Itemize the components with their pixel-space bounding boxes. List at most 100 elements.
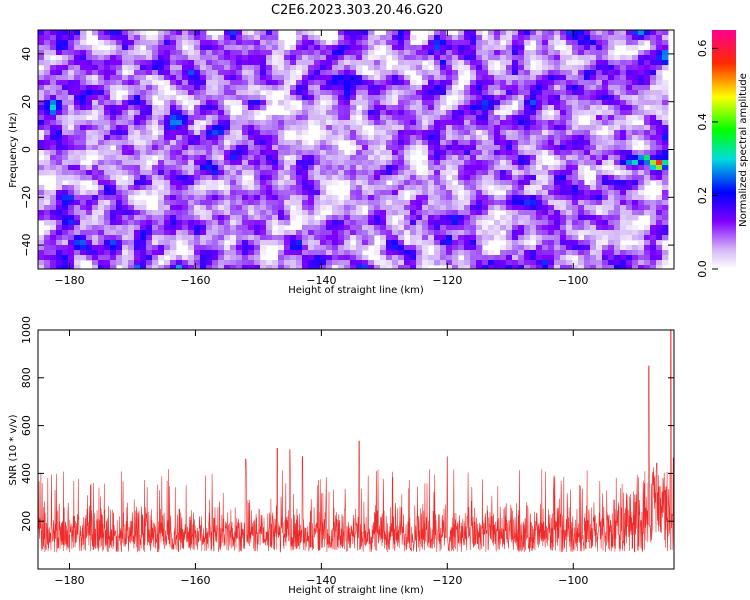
spectrogram-cell [572, 210, 579, 216]
spectrogram-cell [80, 195, 87, 201]
spectrogram-cell [482, 195, 489, 201]
spectrogram-cell [356, 145, 363, 151]
spectrogram-cell [86, 135, 93, 141]
spectrogram-cell [470, 90, 477, 96]
spectrogram-cell [560, 90, 567, 96]
spectrogram-cell [434, 190, 441, 196]
spectrogram-cell [290, 60, 297, 66]
spectrogram-cell [242, 105, 249, 111]
spectrogram-cell [572, 175, 579, 181]
spectrogram-cell [512, 140, 519, 146]
spectrogram-cell [572, 250, 579, 256]
spectrogram-cell [554, 140, 561, 146]
spectrogram-cell [470, 165, 477, 171]
spectrogram-cell [122, 65, 129, 71]
spectrogram-cell [524, 220, 531, 226]
spectrogram-cell [560, 145, 567, 151]
spectrogram-cell [416, 265, 423, 269]
spectrogram-cell [632, 225, 639, 231]
spectrogram-cell [230, 95, 237, 101]
spectrogram-cell [560, 230, 567, 236]
spectrogram-cell [182, 95, 189, 101]
spectrogram-cell [404, 260, 411, 266]
spectrogram-cell [404, 130, 411, 136]
spectrogram-cell [146, 220, 153, 226]
spectrogram-cell [500, 50, 507, 56]
spectrogram-cell [62, 130, 69, 136]
spectrogram-cell [320, 85, 327, 91]
spectrogram-cell [122, 215, 129, 221]
spectrogram-cell [152, 185, 159, 191]
spectrogram-cell [320, 185, 327, 191]
spectrogram-cell [392, 140, 399, 146]
spectrogram-cell [344, 110, 351, 116]
spectrogram-cell [158, 85, 165, 91]
spectrogram-cell [452, 185, 459, 191]
spectrogram-cell [524, 110, 531, 116]
spectrogram-cell [212, 50, 219, 56]
spectrogram-cell [416, 215, 423, 221]
spectrogram-cell [602, 195, 609, 201]
spectrogram-cell [632, 65, 639, 71]
spectrogram-cell [416, 210, 423, 216]
spectrogram-cell [578, 185, 585, 191]
spectrogram-cell [494, 100, 501, 106]
spectrogram-cell [242, 195, 249, 201]
spectrogram-cell [44, 65, 51, 71]
spectrogram-cell [368, 140, 375, 146]
spectrogram-cell [470, 215, 477, 221]
spectrogram-cell [248, 125, 255, 131]
spectrogram-cell [662, 225, 669, 231]
spectrogram-cell [206, 170, 213, 176]
spectrogram-cell [260, 105, 267, 111]
spectrogram-cell [524, 190, 531, 196]
spectrogram-cell [98, 185, 105, 191]
spectrogram-cell [284, 115, 291, 121]
spectrogram-cell [320, 105, 327, 111]
spectrogram-cell [530, 145, 537, 151]
spectrogram-cell [80, 45, 87, 51]
spectrogram-cell [410, 55, 417, 61]
spectrogram-cell [170, 240, 177, 246]
spectrogram-cell [50, 240, 57, 246]
spectrogram-cell [194, 30, 201, 36]
spectrogram-cell [68, 235, 75, 241]
spectrogram-cell [590, 120, 597, 126]
spectrogram-cell [530, 75, 537, 81]
spectrogram-cell [608, 45, 615, 51]
spectrogram-cell [212, 185, 219, 191]
spectrogram-cell [464, 225, 471, 231]
spectrogram-cell [194, 225, 201, 231]
spectrogram-cell [92, 185, 99, 191]
spectrogram-cell [494, 195, 501, 201]
spectrogram-cell [422, 120, 429, 126]
spectrogram-cell [80, 225, 87, 231]
spectrogram-cell [512, 90, 519, 96]
spectrogram-cell [254, 95, 261, 101]
spectrogram-cell [98, 55, 105, 61]
spectrogram-cell [404, 265, 411, 269]
spectrogram-cell [326, 265, 333, 269]
spectrogram-cell [200, 250, 207, 256]
spectrogram-cell [476, 170, 483, 176]
spectrogram-cell [428, 205, 435, 211]
spectrogram-cell [398, 215, 405, 221]
spectrogram-cell [320, 130, 327, 136]
spectrogram-cell [422, 205, 429, 211]
spectrogram-cell [452, 260, 459, 266]
spectrogram-cell [224, 140, 231, 146]
spectrogram-cell [158, 175, 165, 181]
spectrogram-cell [542, 145, 549, 151]
spectrogram-cell [158, 195, 165, 201]
spectrogram-cell [608, 105, 615, 111]
spectrogram-cell [662, 115, 669, 121]
spectrogram-cell [554, 90, 561, 96]
spectrogram-cell [56, 70, 63, 76]
spectrogram-cell [212, 55, 219, 61]
spectrogram-cell [662, 95, 669, 101]
spectrogram-cell [428, 35, 435, 41]
spectrogram-cell [122, 80, 129, 86]
spectrogram-cell [458, 60, 465, 66]
spectrogram-cell [650, 140, 657, 146]
spectrogram-cell [332, 55, 339, 61]
